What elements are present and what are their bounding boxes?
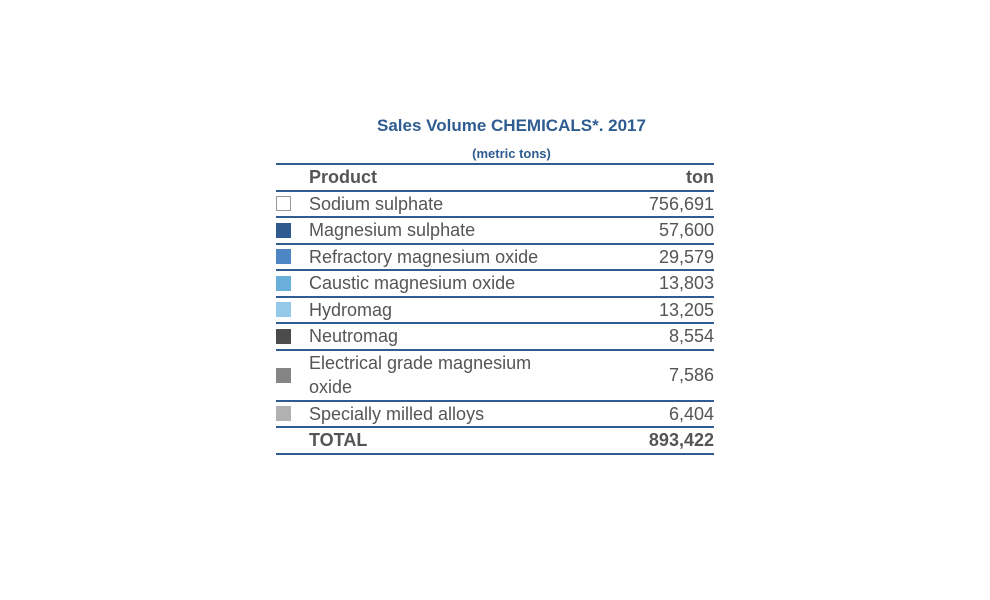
product-name: Neutromag bbox=[309, 323, 549, 351]
legend-swatch-cell bbox=[276, 243, 309, 271]
product-value: 13,205 bbox=[549, 296, 714, 324]
table-row: Sodium sulphate 756,691 bbox=[276, 190, 714, 218]
table-row: Caustic magnesium oxide 13,803 bbox=[276, 270, 714, 298]
legend-swatch-cell bbox=[276, 296, 309, 324]
product-value: 29,579 bbox=[549, 243, 714, 271]
total-value: 893,422 bbox=[549, 427, 714, 455]
legend-swatch bbox=[276, 302, 291, 318]
legend-swatch-cell bbox=[276, 349, 309, 402]
legend-swatch-cell bbox=[276, 190, 309, 218]
table-row: Specially milled alloys 6,404 bbox=[276, 400, 714, 428]
legend-swatch bbox=[276, 275, 291, 291]
table-row: Refractory magnesium oxide 29,579 bbox=[276, 243, 714, 271]
table-row: Magnesium sulphate 57,600 bbox=[276, 217, 714, 245]
legend-swatch-cell bbox=[276, 323, 309, 351]
product-name: Refractory magnesium oxide bbox=[309, 243, 549, 271]
product-name: Caustic magnesium oxide bbox=[309, 270, 549, 298]
chart-subtitle: (metric tons) bbox=[472, 146, 551, 161]
legend-swatch bbox=[276, 328, 291, 344]
legend-swatch-cell bbox=[276, 217, 309, 245]
product-name: Hydromag bbox=[309, 296, 549, 324]
product-value: 7,586 bbox=[549, 349, 714, 402]
table-body: Sodium sulphate 756,691 Magnesium sulphate… bbox=[276, 190, 714, 428]
table-row: Neutromag 8,554 bbox=[276, 323, 714, 351]
product-value: 6,404 bbox=[549, 400, 714, 428]
legend-swatch bbox=[276, 406, 291, 422]
ton-column-header: ton bbox=[549, 164, 714, 192]
product-column-header: Product bbox=[309, 164, 549, 192]
product-name: Sodium sulphate bbox=[309, 190, 549, 218]
legend-swatch-cell bbox=[276, 400, 309, 428]
product-value: 756,691 bbox=[549, 190, 714, 218]
legend-swatch bbox=[276, 249, 291, 265]
product-name: Specially milled alloys bbox=[309, 400, 549, 428]
legend-swatch-cell bbox=[276, 270, 309, 298]
table-header-row: Product ton bbox=[276, 164, 714, 192]
chart-title: Sales Volume CHEMICALS*. 2017 bbox=[377, 116, 646, 135]
product-name: Magnesium sulphate bbox=[309, 217, 549, 245]
product-name: Electrical grade magnesium oxide bbox=[309, 349, 549, 402]
total-label: TOTAL bbox=[309, 427, 549, 455]
table-row: Hydromag 13,205 bbox=[276, 296, 714, 324]
legend-swatch bbox=[276, 222, 291, 238]
product-value: 57,600 bbox=[549, 217, 714, 245]
total-row: TOTAL 893,422 bbox=[276, 427, 714, 455]
product-value: 13,803 bbox=[549, 270, 714, 298]
total-swatch-cell bbox=[276, 427, 309, 455]
table-row: Electrical grade magnesium oxide 7,586 bbox=[276, 349, 714, 402]
sales-volume-table: Product ton Sodium sulphate 756,691 Magnes… bbox=[276, 163, 714, 455]
swatch-header bbox=[276, 164, 309, 192]
product-value: 8,554 bbox=[549, 323, 714, 351]
legend-swatch bbox=[276, 367, 291, 383]
legend-swatch bbox=[276, 196, 291, 212]
